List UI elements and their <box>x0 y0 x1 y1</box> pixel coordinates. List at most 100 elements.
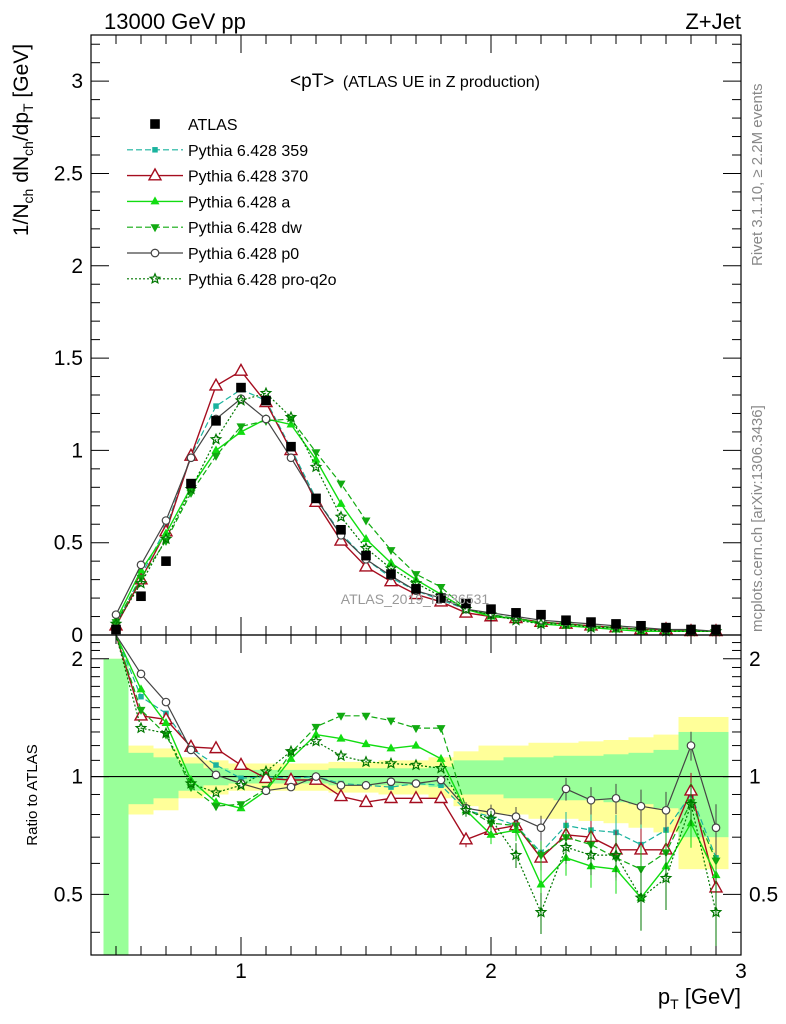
ratio-point <box>536 879 546 888</box>
ratio-point <box>161 718 171 727</box>
ratio-series-pq2o <box>115 634 723 955</box>
y-tick-label: 0.5 <box>54 532 83 555</box>
ratio-point <box>433 790 449 804</box>
plot-title-main: <pT> <box>290 71 334 92</box>
uncertainty-band-inner <box>478 760 504 795</box>
ratio-y-tick-label: 0.5 <box>54 883 83 906</box>
data-point <box>611 619 621 629</box>
legend-item: Pythia 6.428 359 <box>127 143 308 160</box>
ratio-band-layer <box>103 658 729 955</box>
data-point <box>209 432 223 445</box>
ratio-point <box>134 721 148 734</box>
data-point <box>461 598 471 609</box>
ratio-point <box>311 729 321 738</box>
y-tick-label: 1.5 <box>54 347 83 370</box>
data-point <box>336 498 346 507</box>
ratio-point <box>184 776 198 789</box>
data-point <box>286 441 296 452</box>
ratio-point <box>336 733 346 742</box>
ratio-point <box>159 726 173 739</box>
data-point <box>536 609 546 620</box>
ratio-point <box>311 723 321 732</box>
ratio-point <box>136 684 146 693</box>
legend-label: ATLAS <box>188 117 238 134</box>
legend-marker <box>150 119 160 129</box>
ratio-point <box>634 891 648 904</box>
legend-item: Pythia 6.428 370 <box>127 167 308 186</box>
data-point <box>361 517 371 526</box>
ratio-point <box>711 823 721 833</box>
data-point <box>336 524 346 535</box>
ratio-point <box>536 823 546 833</box>
ratio-point <box>411 725 421 734</box>
process-label: Z+Jet <box>685 9 741 34</box>
ratio-point <box>511 812 521 821</box>
legend-label: Pythia 6.428 359 <box>188 143 308 160</box>
ratio-point <box>209 786 223 798</box>
ratio-point <box>286 782 296 792</box>
x-tick-label: 2 <box>485 960 497 983</box>
ratio-panel: 0.5 0.5 1 1 2 2 1 2 3 Ratio to ATLAS <box>24 634 778 983</box>
ratio-point <box>636 866 646 875</box>
uncertainty-band-inner <box>453 760 479 795</box>
ratio-point <box>211 803 221 812</box>
x-axis-label: pT [GeV] <box>658 984 741 1012</box>
ratio-point <box>484 812 498 825</box>
ratio-point <box>436 725 446 734</box>
ratio-point <box>383 790 399 804</box>
ratio-point <box>609 848 623 861</box>
ratio-point <box>258 770 274 784</box>
uncertainty-band-inner <box>128 752 154 805</box>
ratio-ticks: 0.5 0.5 1 1 2 2 1 2 3 <box>54 635 778 983</box>
ratio-point <box>213 762 219 768</box>
ratio-point <box>311 772 321 781</box>
collision-label: 13000 GeV pp <box>104 9 246 34</box>
legend-item: Pythia 6.428 p0 <box>127 246 299 263</box>
data-point <box>286 453 296 463</box>
ratio-point <box>459 803 473 816</box>
data-point <box>386 569 396 579</box>
data-point <box>411 584 421 594</box>
data-point <box>311 454 321 463</box>
ratio-point <box>536 852 546 861</box>
y-tick-label: 3 <box>71 70 83 93</box>
ratio-point <box>286 753 296 762</box>
ratio-point <box>486 829 496 838</box>
legend-item: Pythia 6.428 pro-q2o <box>127 272 337 289</box>
ratio-point <box>211 770 221 780</box>
rivet-version-label: Rivet 3.1.10, ≥ 2.2M events <box>749 84 766 267</box>
data-point <box>234 393 248 406</box>
data-point <box>213 403 219 409</box>
legend-marker <box>152 147 158 153</box>
ratio-point <box>709 905 723 918</box>
watermark: ATLAS_2019_I1736531 <box>341 591 490 607</box>
data-point <box>236 382 246 393</box>
data-point <box>486 604 496 614</box>
ratio-point <box>611 793 621 803</box>
ratio-point <box>386 743 396 752</box>
ratio-point <box>138 693 144 700</box>
ratio-point <box>586 795 596 805</box>
data-point <box>361 550 371 561</box>
ratio-point <box>534 905 548 918</box>
uncertainty-band-inner <box>153 757 179 799</box>
ratio-point <box>509 848 523 861</box>
ratio-point <box>388 784 394 790</box>
data-point <box>161 556 171 566</box>
data-point <box>259 386 273 399</box>
data-point <box>233 362 249 376</box>
y-axis-label: 1/Nch dNch/dpT [GeV] <box>10 44 36 236</box>
svg-text:1/Nch dNch/dpT [GeV]: 1/Nch dNch/dpT [GeV] <box>10 44 36 236</box>
ratio-point <box>136 706 146 715</box>
data-point <box>284 410 298 423</box>
ratio-y-tick-label-right: 2 <box>749 648 761 671</box>
legend-marker <box>147 167 163 181</box>
ratio-point <box>361 712 371 721</box>
mcplots-label: mcplots.cern.ch [arXiv:1306.3436] <box>749 405 766 632</box>
ratio-point <box>636 801 646 811</box>
ratio-point <box>559 840 573 853</box>
ratio-point <box>661 805 671 815</box>
ratio-y-tick-label-right: 1 <box>749 766 761 789</box>
ratio-point <box>333 788 349 802</box>
ratio-point <box>358 794 374 808</box>
